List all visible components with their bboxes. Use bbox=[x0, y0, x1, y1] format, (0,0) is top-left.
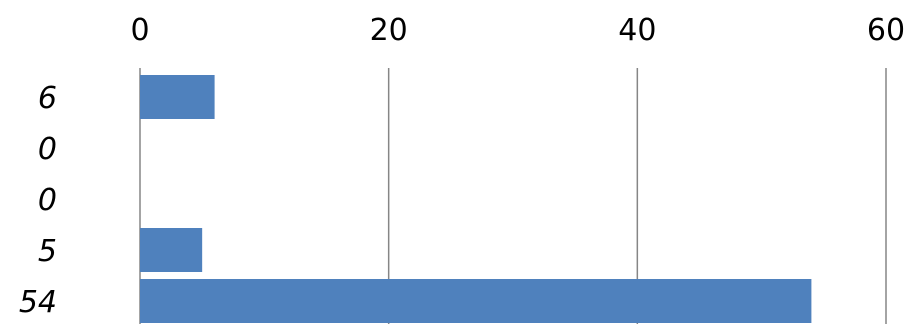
x-tick-label: 60 bbox=[867, 13, 905, 48]
row-label: 5 bbox=[38, 234, 57, 269]
bar bbox=[140, 228, 203, 272]
row-label: 54 bbox=[19, 285, 57, 320]
bar bbox=[140, 279, 812, 323]
row-label: 0 bbox=[38, 132, 57, 167]
x-tick-label: 0 bbox=[130, 13, 149, 48]
row-labels: 6 0 0 5 54 bbox=[19, 81, 57, 320]
row-label: 0 bbox=[38, 183, 57, 218]
row-label: 6 bbox=[38, 81, 57, 116]
bar bbox=[140, 75, 215, 119]
bars bbox=[140, 75, 812, 323]
x-tick-label: 20 bbox=[370, 13, 408, 48]
x-tick-label: 40 bbox=[618, 13, 656, 48]
x-axis-ticks: 0 20 40 60 bbox=[130, 13, 905, 48]
